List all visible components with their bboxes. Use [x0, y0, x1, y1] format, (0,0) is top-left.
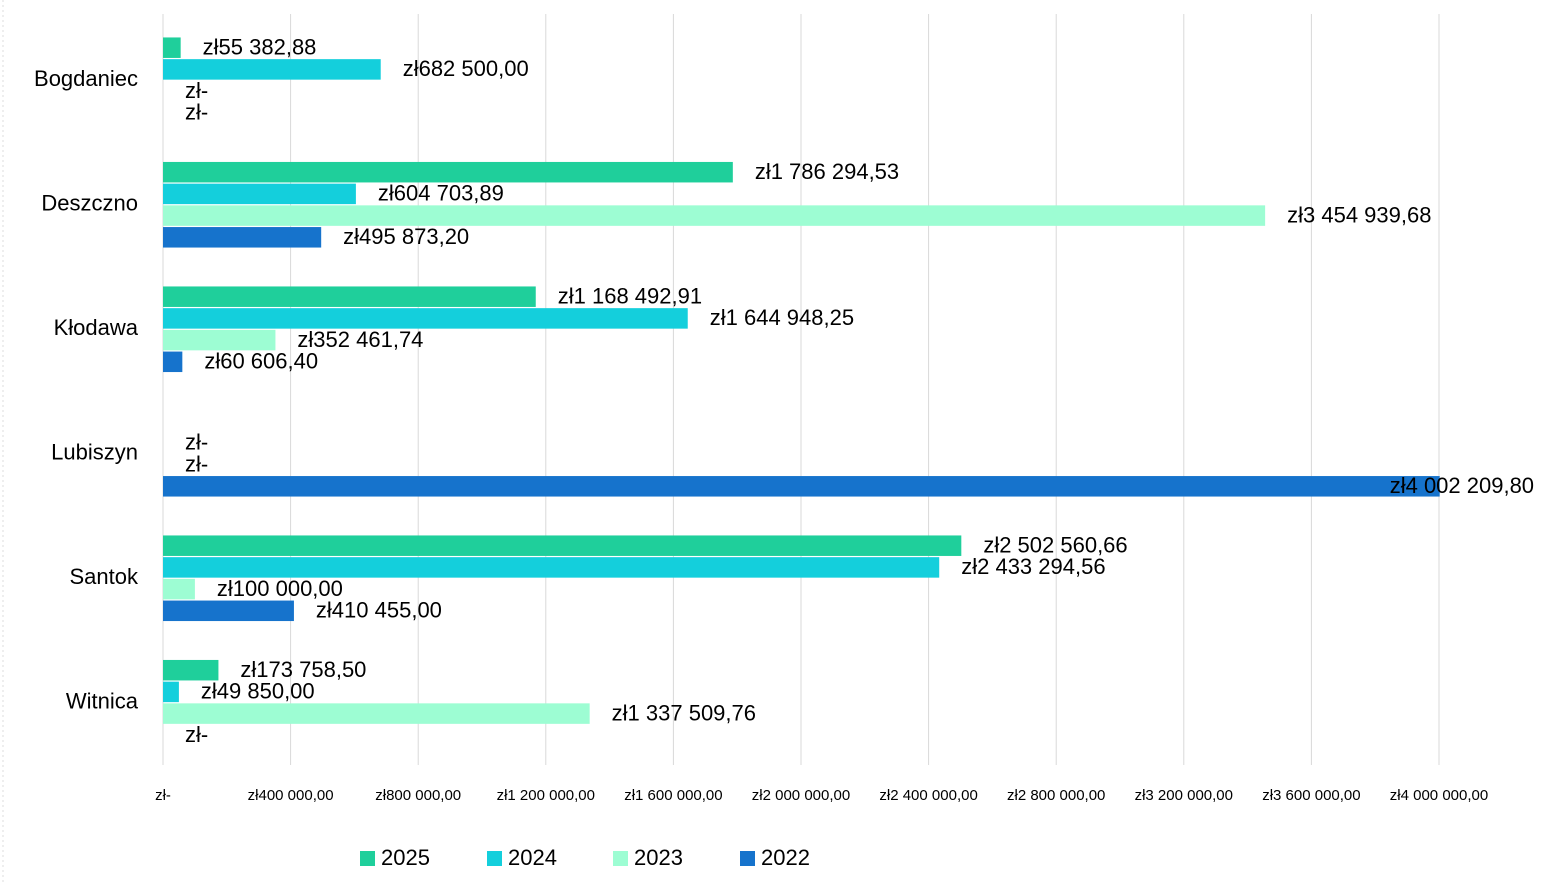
legend-label: 2024: [508, 845, 557, 870]
bar: [163, 183, 356, 205]
data-label: zł100 000,00: [217, 576, 343, 601]
data-label: zł604 703,89: [378, 181, 504, 206]
bar: [163, 703, 590, 724]
data-label: zł1 786 294,53: [755, 159, 899, 184]
x-tick-label: zł400 000,00: [248, 787, 334, 804]
bar: [163, 535, 962, 556]
x-tick-label: zł1 200 000,00: [497, 787, 595, 804]
x-tick-label: zł2 400 000,00: [879, 787, 977, 804]
bar: [163, 681, 179, 703]
y-tick-label: Witnica: [66, 689, 139, 714]
data-label: zł1 168 492,91: [558, 284, 702, 309]
y-tick-label: Kłodawa: [54, 315, 139, 340]
bar: [163, 659, 219, 681]
data-label: zł-: [185, 100, 208, 125]
bar: [163, 578, 195, 600]
bar: [163, 600, 294, 622]
bar: [163, 227, 322, 248]
data-label: zł173 758,50: [240, 657, 366, 682]
data-label: zł-: [185, 722, 208, 747]
data-label: zł495 873,20: [343, 224, 469, 249]
data-label: zł682 500,00: [403, 56, 529, 81]
data-label: zł2 433 294,56: [961, 554, 1105, 579]
bar: [163, 308, 688, 329]
x-tick-label: zł2 000 000,00: [752, 787, 850, 804]
legend-label: 2022: [761, 845, 810, 870]
bar: [163, 329, 276, 351]
data-label: zł-: [185, 451, 208, 476]
legend-label: 2023: [634, 845, 683, 870]
bar: [163, 351, 183, 373]
data-label: zł49 850,00: [201, 679, 315, 704]
x-tick-label: zł4 000 000,00: [1390, 787, 1488, 804]
data-label: zł-: [185, 430, 208, 455]
data-label: zł60 606,40: [204, 349, 318, 374]
legend-swatch: [613, 851, 628, 866]
x-tick-label: zł2 800 000,00: [1007, 787, 1105, 804]
x-tick-label: zł-: [155, 787, 171, 804]
bar: [163, 476, 1440, 497]
x-tick-label: zł800 000,00: [375, 787, 461, 804]
bar: [163, 161, 733, 183]
legend-swatch: [360, 851, 375, 866]
y-tick-label: Bogdaniec: [34, 66, 138, 91]
bar: [163, 59, 381, 80]
data-label: zł-: [185, 78, 208, 103]
data-label: zł55 382,88: [203, 35, 317, 60]
y-tick-label: Santok: [70, 564, 139, 589]
legend-swatch: [740, 851, 755, 866]
x-tick-label: zł1 600 000,00: [624, 787, 722, 804]
x-tick-label: zł3 200 000,00: [1135, 787, 1233, 804]
data-label: zł352 461,74: [297, 327, 423, 352]
bar: [163, 557, 940, 578]
data-label: zł2 502 560,66: [983, 533, 1127, 558]
y-tick-label: Lubiszyn: [51, 440, 138, 465]
data-label: zł4 002 209,80: [1390, 473, 1534, 498]
legend-label: 2025: [381, 845, 430, 870]
bar: [163, 286, 536, 307]
data-label: zł1 644 948,25: [710, 305, 854, 330]
legend-swatch: [487, 851, 502, 866]
bar: [163, 205, 1266, 226]
data-label: zł1 337 509,76: [612, 700, 756, 725]
y-tick-label: Deszczno: [41, 191, 138, 216]
data-label: zł410 455,00: [316, 598, 442, 623]
bar: [163, 37, 181, 58]
x-tick-label: zł3 600 000,00: [1262, 787, 1360, 804]
data-label: zł3 454 939,68: [1287, 202, 1431, 227]
